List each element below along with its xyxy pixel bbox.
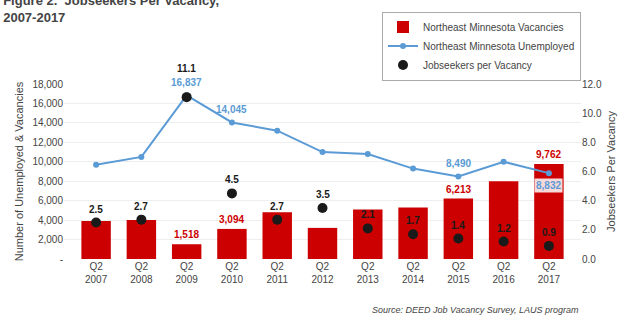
- svg-text:Q22013: Q22013: [357, 261, 380, 285]
- svg-text:Q22007: Q22007: [85, 261, 108, 285]
- svg-text:6,213: 6,213: [446, 184, 471, 195]
- svg-text:2.0: 2.0: [582, 224, 596, 235]
- svg-text:16,837: 16,837: [171, 77, 202, 88]
- svg-text:10.0: 10.0: [582, 108, 602, 119]
- svg-text:8,832: 8,832: [536, 180, 561, 191]
- svg-text:Northeast Minnesota Vacancies: Northeast Minnesota Vacancies: [423, 22, 563, 33]
- svg-text:1.2: 1.2: [497, 223, 511, 234]
- svg-text:6.0: 6.0: [582, 166, 596, 177]
- svg-text:Q22017: Q22017: [538, 261, 561, 285]
- svg-text:2,000: 2,000: [38, 234, 63, 245]
- svg-text:3.5: 3.5: [316, 189, 330, 200]
- svg-text:Number of Unemployed & Vacanci: Number of Unemployed & Vacancies: [13, 81, 25, 261]
- svg-text:Figure 2. Jobseekers Per Vaca: Figure 2. Jobseekers Per Vacancy,2007-20…: [3, 0, 219, 25]
- svg-text:6,000: 6,000: [38, 195, 63, 206]
- svg-text:3,094: 3,094: [219, 214, 244, 225]
- svg-text:Jobseekers per Vacancy: Jobseekers per Vacancy: [423, 60, 532, 71]
- svg-text:4.0: 4.0: [582, 195, 596, 206]
- svg-text:4.5: 4.5: [225, 174, 239, 185]
- svg-text:Northeast Minnesota Unemployed: Northeast Minnesota Unemployed: [423, 41, 574, 52]
- svg-text:10,000: 10,000: [32, 156, 63, 167]
- svg-text:Jobseekers Per Vacancy: Jobseekers Per Vacancy: [605, 111, 617, 232]
- svg-text:16,000: 16,000: [32, 98, 63, 109]
- svg-text:2.7: 2.7: [270, 201, 284, 212]
- svg-text:Q22016: Q22016: [492, 261, 515, 285]
- svg-text:Q22009: Q22009: [176, 261, 199, 285]
- svg-text:18,000: 18,000: [32, 79, 63, 90]
- svg-text:2.5: 2.5: [89, 204, 103, 215]
- svg-text:12.0: 12.0: [582, 79, 602, 90]
- svg-text:1,518: 1,518: [174, 229, 199, 240]
- svg-text:1.7: 1.7: [406, 215, 420, 226]
- svg-text:8.0: 8.0: [582, 137, 596, 148]
- svg-text:Q22014: Q22014: [402, 261, 425, 285]
- svg-text:2.7: 2.7: [134, 201, 148, 212]
- svg-text:1.4: 1.4: [451, 220, 465, 231]
- svg-text:14,000: 14,000: [32, 117, 63, 128]
- svg-text:Q22015: Q22015: [447, 261, 470, 285]
- svg-text:8,490: 8,490: [446, 158, 471, 169]
- svg-text:0.0: 0.0: [582, 254, 596, 265]
- svg-text:14,045: 14,045: [216, 104, 247, 115]
- svg-text:11.1: 11.1: [177, 63, 196, 74]
- svg-text:Q22010: Q22010: [221, 261, 244, 285]
- svg-text:8,000: 8,000: [38, 176, 63, 187]
- svg-text:Q22008: Q22008: [130, 261, 153, 285]
- svg-text:4,000: 4,000: [38, 215, 63, 226]
- svg-text:Q22012: Q22012: [311, 261, 334, 285]
- svg-text:0.9: 0.9: [542, 227, 556, 238]
- svg-text:9,762: 9,762: [536, 149, 561, 160]
- svg-text:2.1: 2.1: [361, 209, 375, 220]
- svg-text:Q22011: Q22011: [266, 261, 288, 285]
- svg-text:-: -: [60, 254, 63, 265]
- svg-text:Source: DEED Job Vacancy Surve: Source: DEED Job Vacancy Survey, LAUS pr…: [372, 305, 579, 315]
- svg-text:12,000: 12,000: [32, 137, 63, 148]
